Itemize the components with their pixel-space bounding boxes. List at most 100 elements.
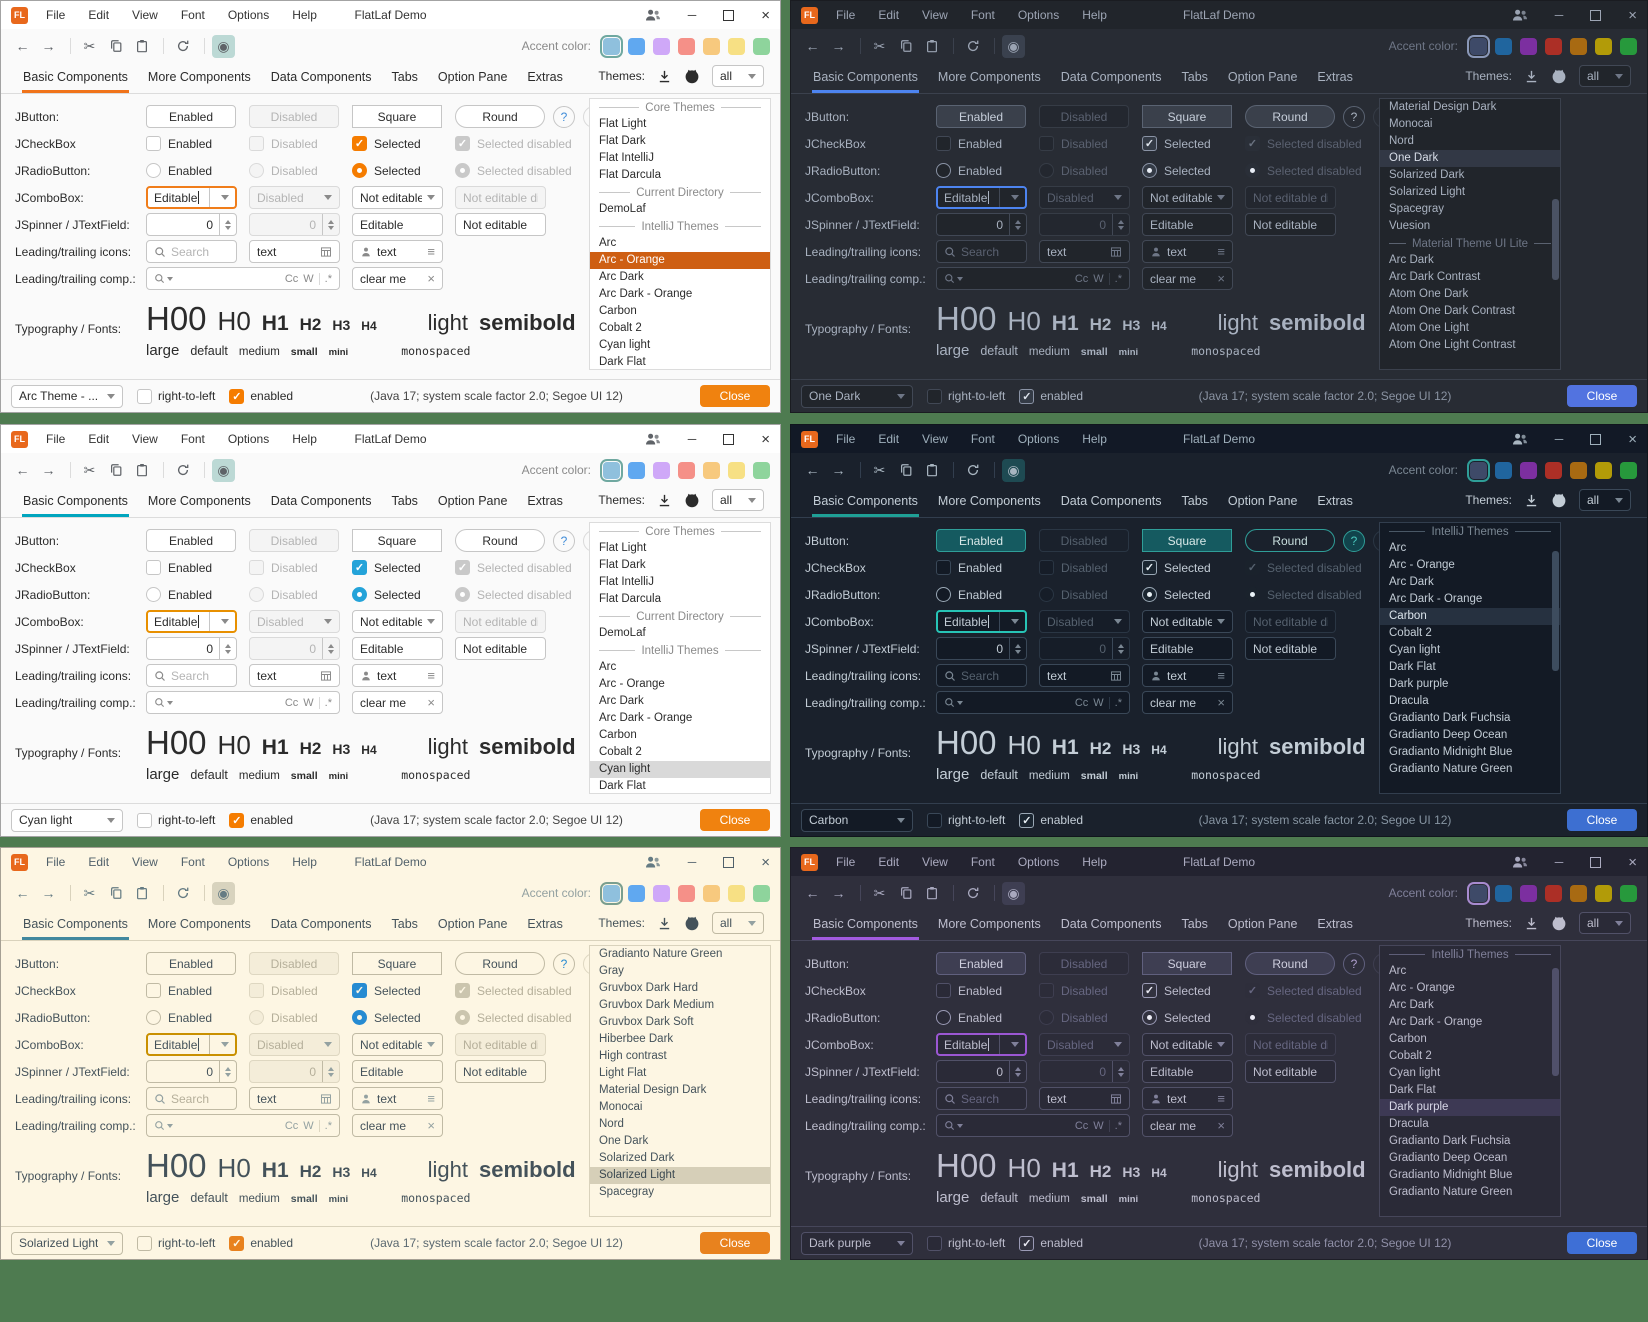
- tab-basic-components[interactable]: Basic Components: [803, 911, 928, 940]
- search-options-icon[interactable]: [154, 273, 173, 284]
- users-icon[interactable]: [1512, 8, 1528, 22]
- close-button[interactable]: Close: [700, 385, 770, 407]
- menu-help[interactable]: Help: [292, 8, 317, 22]
- accent-swatch-5[interactable]: [1570, 461, 1587, 479]
- tab-extras[interactable]: Extras: [1317, 494, 1353, 508]
- search-input[interactable]: Search: [936, 1087, 1027, 1110]
- github-icon[interactable]: [1551, 68, 1567, 84]
- cut-button[interactable]: ✂: [83, 37, 96, 54]
- accent-swatch-3[interactable]: [1520, 461, 1537, 479]
- search-with-options-input[interactable]: Cc W .*: [146, 1114, 340, 1137]
- theme-list-item[interactable]: Gruvbox Dark Hard: [599, 982, 699, 994]
- tab-more-components[interactable]: More Components: [147, 917, 251, 931]
- theme-list-item[interactable]: Carbon: [1389, 1033, 1427, 1045]
- tab-more-components[interactable]: More Components: [937, 917, 1041, 931]
- maximize-button[interactable]: [723, 856, 735, 868]
- search-input[interactable]: Search: [146, 1087, 237, 1110]
- radio-enabled[interactable]: [936, 163, 951, 178]
- titlebar[interactable]: FL File Edit View Font Options Help FlatLaf D…: [1, 425, 780, 453]
- search-input[interactable]: Search: [936, 240, 1027, 263]
- accent-swatch-1[interactable]: [603, 884, 620, 902]
- download-theme-icon[interactable]: [657, 69, 672, 84]
- theme-list-item[interactable]: Arc Dark - Orange: [599, 288, 693, 300]
- enabled-button[interactable]: Enabled: [936, 952, 1026, 975]
- menu-view[interactable]: View: [922, 855, 948, 869]
- theme-list-item[interactable]: Monocai: [1389, 118, 1433, 130]
- theme-list-item[interactable]: Gradianto Deep Ocean: [1389, 729, 1508, 741]
- menu-view[interactable]: View: [132, 855, 158, 869]
- copy-button[interactable]: [104, 35, 127, 58]
- search-options-icon[interactable]: [944, 1120, 963, 1131]
- help-button[interactable]: ?: [553, 952, 575, 975]
- theme-list-item[interactable]: Carbon: [599, 305, 637, 317]
- enabled-button[interactable]: Enabled: [146, 105, 236, 128]
- whole-word-toggle[interactable]: W: [303, 272, 314, 285]
- menu-font[interactable]: Font: [180, 855, 205, 869]
- text-input-user-list[interactable]: text ≡: [352, 240, 443, 263]
- combobox-not-editable[interactable]: Not editable: [352, 1033, 443, 1056]
- theme-list-item[interactable]: Atom One Light Contrast: [1389, 339, 1516, 351]
- menu-options[interactable]: Options: [227, 432, 270, 446]
- theme-list-item[interactable]: Gruvbox Dark Soft: [599, 1016, 694, 1028]
- theme-list[interactable]: Core Themes Flat Light Flat Dark Flat Intel…: [589, 522, 771, 794]
- combobox-editable[interactable]: Editable: [936, 186, 1027, 209]
- match-case-toggle[interactable]: Cc: [1074, 696, 1089, 709]
- theme-list-item[interactable]: Flat IntelliJ: [599, 152, 654, 164]
- refresh-button[interactable]: [961, 35, 984, 58]
- maximize-button[interactable]: [1590, 433, 1602, 445]
- checkbox-selected[interactable]: [1142, 136, 1157, 151]
- accent-swatch-6[interactable]: [1595, 461, 1612, 479]
- theme-list-item-selected[interactable]: Carbon: [1380, 608, 1560, 625]
- text-input-table[interactable]: text: [249, 664, 340, 687]
- radio-selected[interactable]: [1142, 1010, 1157, 1025]
- titlebar[interactable]: FL File Edit View Font Options Help FlatLaf D…: [791, 425, 1647, 453]
- search-options-icon[interactable]: [944, 273, 963, 284]
- github-icon[interactable]: [684, 68, 700, 84]
- regex-toggle[interactable]: .*: [1114, 1119, 1122, 1132]
- theme-list-item[interactable]: Gradianto Nature Green: [1389, 1186, 1513, 1198]
- theme-list-item[interactable]: Gradianto Dark Fuchsia: [1389, 712, 1511, 724]
- theme-list-item[interactable]: One Dark: [599, 1135, 649, 1147]
- show-hidden-toggle-button[interactable]: ◉: [212, 34, 235, 58]
- accent-swatch-4[interactable]: [1545, 37, 1562, 55]
- enabled-checkbox[interactable]: enabled: [229, 388, 293, 404]
- theme-list-item[interactable]: Gradianto Nature Green: [1389, 763, 1513, 775]
- theme-list-item[interactable]: Flat IntelliJ: [599, 576, 654, 588]
- theme-list-item[interactable]: Arc - Orange: [599, 678, 665, 690]
- menu-view[interactable]: View: [132, 432, 158, 446]
- show-hidden-toggle-button[interactable]: ◉: [212, 458, 235, 482]
- theme-list-item[interactable]: Solarized Light: [1389, 186, 1466, 198]
- accent-swatch-2[interactable]: [628, 37, 645, 55]
- help-button[interactable]: ?: [1343, 105, 1365, 128]
- menu-help[interactable]: Help: [1082, 432, 1107, 446]
- combobox-editable[interactable]: Editable: [146, 1033, 237, 1056]
- users-icon[interactable]: [645, 432, 661, 446]
- minimize-button[interactable]: ─: [687, 432, 697, 446]
- back-button[interactable]: ←: [805, 462, 820, 478]
- right-to-left-checkbox[interactable]: right-to-left: [927, 1235, 1005, 1251]
- titlebar[interactable]: FL File Edit View Font Options Help FlatLaf D…: [791, 1, 1647, 29]
- spinner[interactable]: 0: [936, 1060, 1027, 1083]
- combobox-not-editable[interactable]: Not editable: [1142, 186, 1233, 209]
- tab-tabs[interactable]: Tabs: [1181, 917, 1208, 931]
- clear-icon[interactable]: ×: [1217, 1118, 1225, 1133]
- theme-list-item[interactable]: Flat Light: [599, 542, 647, 554]
- refresh-button[interactable]: [961, 459, 984, 482]
- theme-list-item[interactable]: Arc: [1389, 965, 1407, 977]
- menu-font[interactable]: Font: [970, 8, 995, 22]
- search-input[interactable]: Search: [146, 240, 237, 263]
- accent-swatch-5[interactable]: [703, 37, 720, 55]
- square-button[interactable]: Square: [352, 529, 442, 552]
- search-options-icon[interactable]: [154, 1120, 173, 1131]
- radio-enabled[interactable]: [936, 587, 951, 602]
- theme-list-item[interactable]: Monocai: [599, 1101, 643, 1113]
- accent-swatch-2[interactable]: [1495, 461, 1512, 479]
- square-button[interactable]: Square: [1142, 529, 1232, 552]
- clear-icon[interactable]: ×: [427, 695, 435, 710]
- cut-button[interactable]: ✂: [873, 37, 886, 54]
- theme-list-item[interactable]: Cyan light: [1389, 644, 1441, 656]
- refresh-button[interactable]: [961, 882, 984, 905]
- tab-option-pane[interactable]: Option Pane: [1227, 70, 1298, 84]
- theme-list-item[interactable]: Arc: [1389, 542, 1407, 554]
- theme-list[interactable]: IntelliJ Themes Arc Arc - Orange Arc Dark Ar…: [1379, 945, 1561, 1217]
